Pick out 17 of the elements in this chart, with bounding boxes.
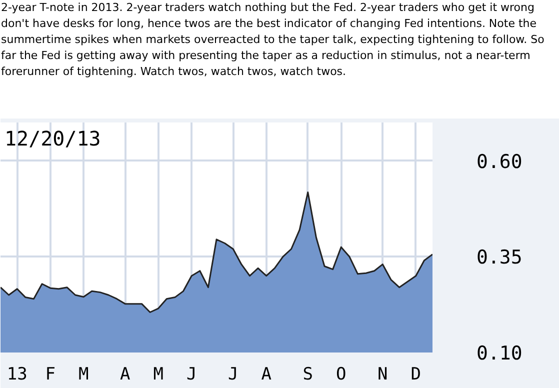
x-tick-label: D: [410, 364, 422, 384]
y-tick-label: 0.60: [476, 150, 522, 173]
x-tick-label: F: [45, 364, 56, 384]
x-tick-label: N: [378, 364, 388, 384]
x-tick-label: J: [186, 364, 197, 384]
text: 2-year T-note in 2013. 2-year traders watch nothing but the Fed. 2-year traders who get it wrong don't have desks for long, hence twos are the best indicator of changing Fed intentions. Note the summertime spikes when markets overreacted to the taper talk, expecting tightening to follow. So far the Fed is getting away with presenting the taper as a reduction in stimulus, not a near-term forerunner of tightening. Watch twos, watch twos, watch twos.: [1, 0, 546, 80]
chart-title: 12/20/13: [4, 126, 101, 150]
x-tick-label: A: [120, 364, 130, 384]
x-tick-label: J: [228, 364, 238, 384]
y-tick-label: 0.10: [476, 342, 522, 364]
x-tick-label: 13: [6, 364, 28, 384]
x-tick-label: A: [261, 364, 272, 384]
x-tick-label: S: [302, 364, 314, 384]
x-tick-label: M: [153, 364, 164, 384]
y-tick-label: 0.35: [476, 246, 522, 269]
x-tick-label: O: [336, 364, 346, 384]
x-tick-label: M: [78, 364, 89, 384]
